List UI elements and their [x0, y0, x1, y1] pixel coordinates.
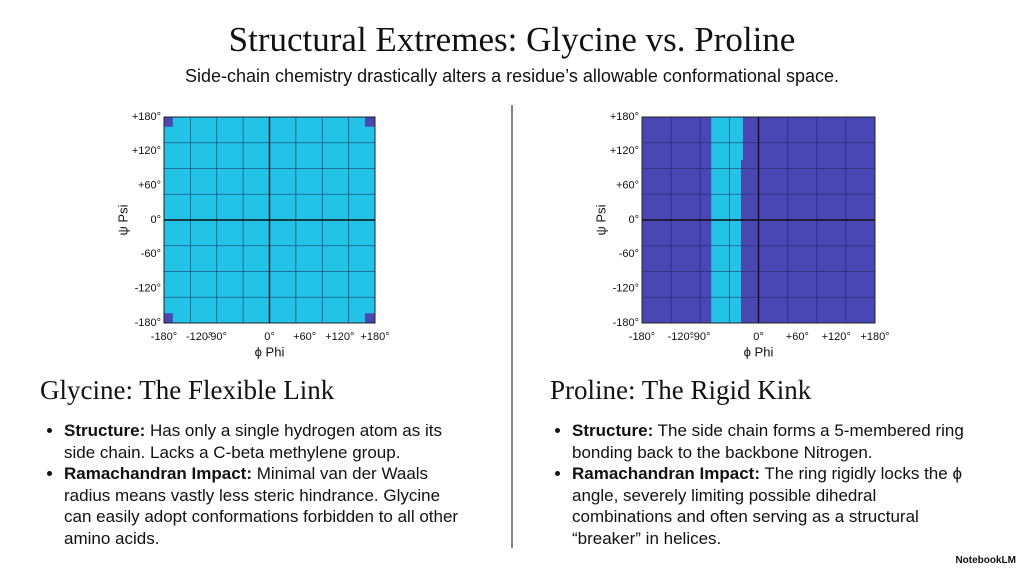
x-tick-label: -90° [690, 331, 710, 343]
y-tick-label: +120° [132, 145, 161, 157]
bullet-text: Minimal van der Waals radius means vastl… [64, 464, 459, 548]
plot-border [163, 116, 376, 324]
x-tick-label: -120° [186, 331, 212, 343]
x-tick-label: +60° [786, 331, 809, 343]
y-tick-label: -180° [613, 317, 639, 329]
x-tick-label: +120° [822, 331, 851, 343]
x-tick-label: -120° [668, 331, 694, 343]
y-tick-label: 0° [628, 214, 639, 226]
allowed-region [164, 313, 173, 323]
footer: NotebookLM [955, 555, 1016, 566]
y-tick-label: -180° [135, 317, 161, 329]
bullet-label: Ramachandran Impact: [572, 464, 760, 483]
x-tick-label: -90° [207, 331, 227, 343]
x-tick-label: 0° [753, 331, 764, 343]
y-tick-label: +60° [616, 180, 639, 192]
x-tick-label: -180° [151, 331, 177, 343]
y-axis-label: ψ Psi [593, 204, 608, 235]
y-tick-label: +60° [138, 180, 161, 192]
x-tick-label: +120° [325, 331, 354, 343]
y-tick-label: +120° [610, 145, 639, 157]
y-tick-label: 0° [150, 214, 161, 226]
bullet-label: Ramachandran Impact: [64, 464, 252, 483]
bullet-text: The side chain forms a 5-membered ring b… [572, 421, 964, 462]
x-axis-label: ϕ Phi [255, 344, 285, 359]
subtitle: Side-chain chemistry drastically alters … [185, 66, 839, 86]
bullet: Ramachandran Impact: Minimal van der Waa… [64, 463, 464, 549]
allowed-region [741, 117, 743, 160]
y-tick-label: -60° [619, 248, 639, 260]
allowed-region [164, 117, 173, 127]
bullet-label: Structure: [64, 421, 146, 440]
x-tick-label: +180° [860, 331, 889, 343]
y-tick-label: -60° [141, 248, 161, 260]
y-tick-label: +180° [132, 111, 161, 123]
x-axis-label: ϕ Phi [744, 344, 774, 359]
y-tick-label: -120° [613, 283, 639, 295]
x-tick-label: +60° [293, 331, 316, 343]
bullet-label: Structure: [572, 421, 654, 440]
y-tick-label: -120° [135, 283, 161, 295]
x-tick-label: -180° [629, 331, 655, 343]
bullet: Structure: Has only a single hydrogen at… [64, 420, 464, 463]
y-tick-label: +180° [610, 111, 639, 123]
allowed-region [365, 313, 375, 323]
title: Structural Extremes: Glycine vs. Proline [228, 20, 796, 59]
bullet: Structure: The side chain forms a 5-memb… [572, 420, 972, 463]
allowed-region [365, 117, 375, 127]
x-tick-label: 0° [264, 331, 275, 343]
plot-border [641, 116, 876, 324]
bullet-text: The ring rigidly locks the ϕ angle, seve… [572, 464, 962, 548]
bullet-list: Structure: Has only a single hydrogen at… [40, 420, 464, 549]
panel-heading: Glycine: The Flexible Link [40, 375, 335, 405]
panel-heading: Proline: The Rigid Kink [550, 375, 812, 405]
bullet: Ramachandran Impact: The ring rigidly lo… [572, 463, 972, 549]
bullet-list: Structure: The side chain forms a 5-memb… [548, 420, 972, 549]
bullet-text: Has only a single hydrogen atom as its s… [64, 421, 442, 462]
x-tick-label: +180° [360, 331, 389, 343]
y-axis-label: ψ Psi [115, 204, 130, 235]
